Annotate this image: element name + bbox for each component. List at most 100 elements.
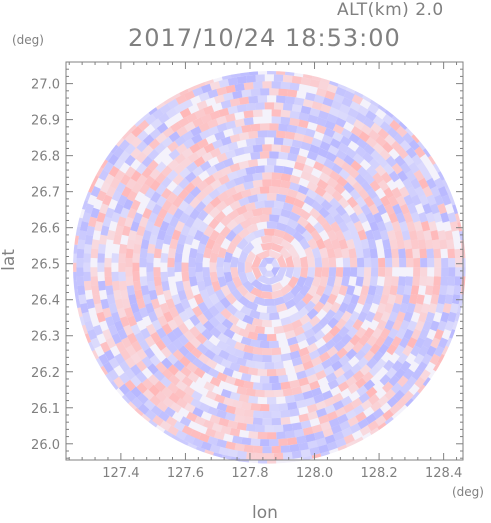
- radar-gate: [316, 117, 328, 127]
- radar-gate: [196, 180, 209, 192]
- radar-gate: [197, 138, 209, 149]
- radar-gate: [447, 276, 456, 286]
- radar-gate: [414, 337, 426, 349]
- radar-gate: [309, 446, 320, 456]
- radar-gate: [264, 165, 275, 173]
- radar-gate: [145, 323, 157, 336]
- radar-gate: [345, 376, 357, 387]
- radar-gate: [373, 212, 384, 224]
- radar-gate: [319, 141, 331, 152]
- radar-gate: [346, 238, 356, 250]
- radar-gate: [247, 367, 259, 376]
- radar-gate: [368, 158, 381, 170]
- radar-gate: [318, 316, 330, 328]
- radar-gate: [149, 395, 162, 407]
- radar-gate: [118, 383, 131, 396]
- radar-gate: [166, 169, 179, 182]
- radar-gate: [266, 369, 277, 377]
- radar-gate: [254, 200, 265, 209]
- radar-gate: [323, 158, 335, 170]
- radar-gate: [399, 336, 410, 349]
- radar-gate: [305, 188, 318, 200]
- radar-gate: [287, 437, 298, 446]
- radar-gate: [229, 162, 241, 173]
- radar-gate: [280, 409, 291, 418]
- radar-gate: [395, 328, 407, 340]
- radar-gate: [282, 231, 295, 244]
- radar-gate: [178, 116, 190, 128]
- radar-gate: [304, 246, 315, 259]
- radar-gate: [313, 94, 325, 104]
- radar-gate: [163, 234, 173, 245]
- radar-gate: [112, 280, 120, 291]
- radar-gate: [342, 267, 351, 278]
- radar-gate: [355, 276, 364, 287]
- radar-gate: [326, 177, 339, 189]
- radar-gate: [214, 430, 225, 441]
- radar-gate: [327, 379, 340, 390]
- radar-gate: [142, 144, 154, 157]
- radar-gate: [148, 138, 161, 150]
- radar-gate: [440, 212, 450, 223]
- radar-gate: [208, 206, 221, 219]
- radar-gate: [167, 382, 179, 394]
- radar-gate: [278, 403, 289, 411]
- radar-gate: [437, 294, 447, 305]
- radar-gate: [193, 229, 204, 242]
- radar-gate: [150, 405, 163, 417]
- radar-gate: [147, 149, 160, 161]
- radar-gate: [379, 374, 391, 386]
- radar-gate: [79, 303, 89, 314]
- radar-gate: [232, 126, 243, 135]
- radar-gate: [83, 262, 91, 272]
- radar-gate: [369, 97, 381, 108]
- radar-gate: [324, 339, 337, 351]
- radar-gate: [324, 213, 336, 226]
- radar-gate: [289, 379, 300, 389]
- radar-gate: [353, 238, 363, 250]
- radar-gate: [447, 212, 457, 223]
- radar-gate: [195, 332, 208, 345]
- radar-gate: [331, 238, 341, 250]
- radar-gate: [266, 193, 277, 201]
- radar-gate: [117, 328, 128, 341]
- radar-gate: [172, 173, 184, 186]
- radar-gate: [184, 121, 196, 132]
- radar-gate: [142, 134, 155, 146]
- radar-gate: [149, 354, 161, 367]
- radar-gate: [139, 276, 148, 287]
- radar-gate: [372, 350, 384, 363]
- radar-gate: [197, 221, 209, 233]
- radar-gate: [280, 208, 292, 219]
- radar-gate: [259, 151, 270, 159]
- radar-gate: [300, 267, 309, 279]
- radar-gate: [280, 109, 291, 118]
- radar-gate: [291, 450, 302, 459]
- radar-gate: [208, 305, 220, 317]
- radar-gate: [326, 113, 338, 124]
- radar-gate: [339, 103, 351, 115]
- radar-gate: [77, 239, 86, 250]
- radar-gate: [376, 220, 387, 232]
- radar-gate: [102, 216, 112, 228]
- radar-gate: [98, 158, 109, 169]
- radar-gate: [160, 176, 172, 188]
- radar-gate: [184, 402, 196, 414]
- radar-gate: [167, 203, 179, 216]
- radar-gate: [298, 347, 310, 357]
- radar-gate: [291, 319, 303, 330]
- radar-gate: [307, 440, 318, 450]
- radar-gate: [225, 412, 236, 422]
- radar-gate: [357, 294, 368, 306]
- radar-gate: [267, 71, 277, 75]
- radar-gate: [345, 147, 357, 159]
- radar-gate: [289, 110, 300, 120]
- radar-gate: [305, 335, 318, 346]
- radar-gate: [123, 198, 134, 210]
- radar-gate: [413, 303, 423, 314]
- radar-gate: [103, 161, 114, 173]
- radar-gate: [273, 137, 284, 145]
- radar-gate: [248, 395, 259, 404]
- radar-gate: [181, 262, 189, 273]
- radar-gate: [273, 74, 284, 82]
